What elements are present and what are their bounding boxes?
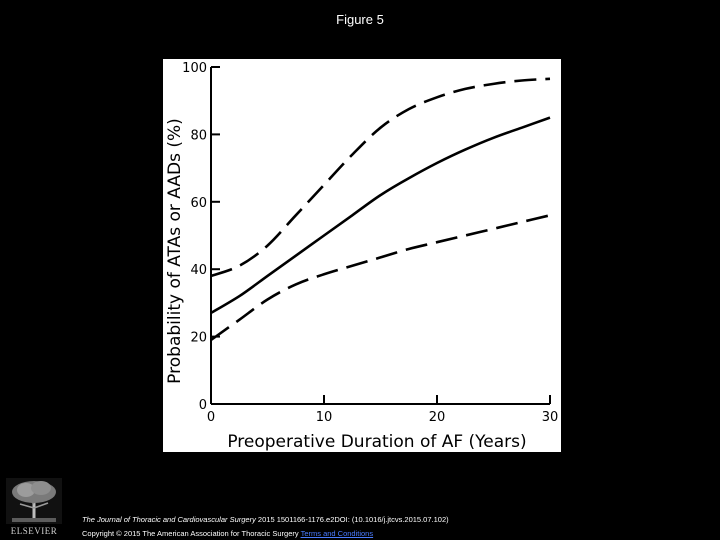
y-tick-label: 60 <box>190 196 207 211</box>
citation: The Journal of Thoracic and Cardiovascul… <box>82 515 449 524</box>
x-tick-label: 20 <box>429 410 446 425</box>
y-axis-label: Probability of ATAs or AADs (%) <box>165 118 185 384</box>
probability-chart: 0 20 40 60 80 100 0 10 20 30 Preoperative Duratio… <box>165 61 558 452</box>
citation-details: 2015 1501166-1176.e2DOI: (10.1016/j.jtcv… <box>255 515 449 524</box>
copyright-line: Copyright © 2015 The American Associatio… <box>82 529 373 538</box>
y-tick-label: 20 <box>190 331 207 346</box>
elsevier-wordmark: ELSEVIER <box>10 526 58 536</box>
y-tick-label: 80 <box>190 128 207 143</box>
y-tick-label: 0 <box>199 398 207 413</box>
x-tick-label: 0 <box>207 410 215 425</box>
elsevier-tree-icon <box>6 478 62 524</box>
x-tick-label: 30 <box>542 410 559 425</box>
x-axis-label: Preoperative Duration of AF (Years) <box>227 432 526 452</box>
chart-axes: 0 20 40 60 80 100 0 10 20 30 <box>182 61 558 425</box>
series-line-estimate <box>210 116 551 315</box>
copyright-text: Copyright © 2015 The American Associatio… <box>82 529 301 538</box>
y-tick-label: 40 <box>190 263 207 278</box>
chart-series <box>210 77 551 342</box>
terms-and-conditions-link[interactable]: Terms and Conditions <box>300 529 374 538</box>
elsevier-logo: ELSEVIER <box>6 478 62 536</box>
series-line-lower <box>210 214 551 342</box>
citation-journal: The Journal of Thoracic and Cardiovascul… <box>82 515 256 524</box>
x-tick-label: 10 <box>316 410 333 425</box>
series-line-upper <box>210 77 551 278</box>
figure-panel: 0 20 40 60 80 100 0 10 20 30 Preoperative Duratio… <box>163 59 561 452</box>
y-tick-label: 100 <box>182 61 207 76</box>
slide-title: Figure 5 <box>336 12 384 27</box>
